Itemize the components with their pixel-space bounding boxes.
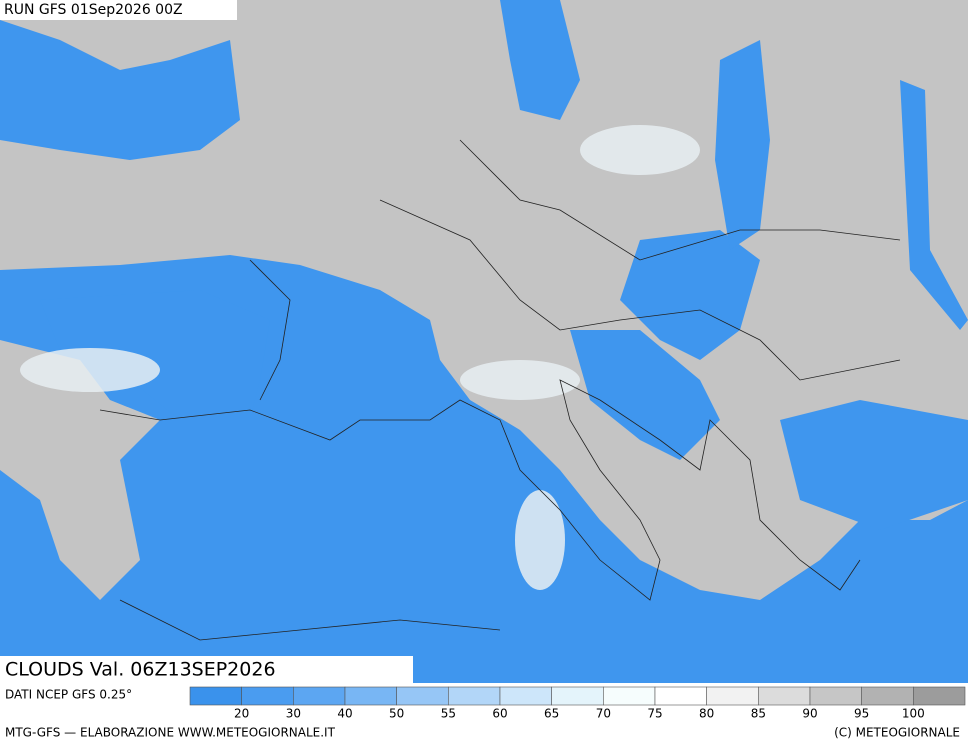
legend-swatch bbox=[396, 686, 449, 706]
legend-swatch bbox=[499, 686, 552, 706]
cloud-patch bbox=[460, 360, 580, 400]
legend: 20 30 40 50 55 60 65 70 75 80 85 90 95 100 bbox=[189, 686, 966, 721]
aegean bbox=[780, 400, 968, 530]
map bbox=[0, 0, 968, 683]
legend-label: 40 bbox=[337, 707, 352, 721]
legend-swatch bbox=[913, 686, 966, 706]
atlantic-clouds bbox=[0, 20, 240, 160]
legend-swatch bbox=[809, 686, 862, 706]
legend-swatch bbox=[654, 686, 707, 706]
legend-label: 55 bbox=[441, 707, 456, 721]
legend-swatch bbox=[448, 686, 501, 706]
adriatic bbox=[570, 330, 720, 460]
cloud-patch bbox=[515, 490, 565, 590]
cloud-patch bbox=[20, 348, 160, 392]
data-source: DATI NCEP GFS 0.25° bbox=[5, 688, 132, 702]
legend-label: 70 bbox=[596, 707, 611, 721]
map-label: CLOUDS Val. 06Z13SEP2026 bbox=[5, 659, 276, 681]
legend-swatch bbox=[293, 686, 346, 706]
cloud-patch bbox=[580, 125, 700, 175]
legend-swatch bbox=[241, 686, 294, 706]
legend-swatch bbox=[344, 686, 397, 706]
legend-label: 20 bbox=[234, 707, 249, 721]
legend-label: 80 bbox=[699, 707, 714, 721]
label-box bbox=[0, 656, 413, 683]
eastern-band bbox=[715, 40, 770, 250]
legend-label: 100 bbox=[902, 707, 925, 721]
legend-label: 30 bbox=[286, 707, 301, 721]
run-box bbox=[0, 0, 237, 20]
north-sea-clouds bbox=[500, 0, 580, 120]
legend-label: 65 bbox=[544, 707, 559, 721]
legend-swatch bbox=[758, 686, 811, 706]
legend-label: 60 bbox=[492, 707, 507, 721]
legend-label: 75 bbox=[647, 707, 662, 721]
legend-swatch bbox=[861, 686, 914, 706]
legend-label: 85 bbox=[751, 707, 766, 721]
footer-right: (C) METEOGIORNALE bbox=[834, 726, 960, 740]
legend-swatch bbox=[706, 686, 759, 706]
right-band bbox=[900, 80, 968, 330]
east-europe-clouds bbox=[620, 230, 760, 360]
legend-label: 50 bbox=[389, 707, 404, 721]
bay-of-biscay bbox=[40, 290, 270, 420]
legend-swatch bbox=[551, 686, 604, 706]
legend-swatch bbox=[603, 686, 656, 706]
footer-left: MTG-GFS — ELABORAZIONE WWW.METEOGIORNALE… bbox=[5, 726, 336, 740]
run-label: RUN GFS 01Sep2026 00Z bbox=[4, 2, 183, 18]
legend-label: 95 bbox=[854, 707, 869, 721]
coastline bbox=[99, 139, 901, 641]
legend-swatch bbox=[189, 686, 242, 706]
legend-label: 90 bbox=[802, 707, 817, 721]
